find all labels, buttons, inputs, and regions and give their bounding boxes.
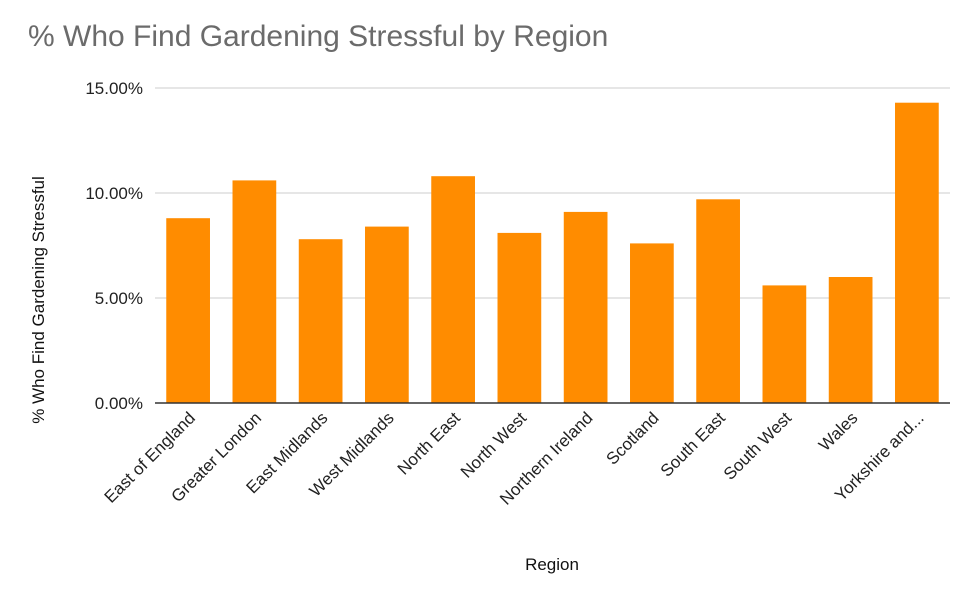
bar: [762, 285, 807, 403]
bar: [298, 239, 343, 403]
bar: [895, 102, 939, 403]
bar: [166, 218, 210, 403]
gridlines: [155, 87, 950, 299]
y-tick-label: 15.00%: [85, 79, 143, 98]
x-tick-label: Wales: [815, 408, 861, 454]
y-tick-label: 10.00%: [85, 184, 143, 203]
x-axis-title: Region: [525, 555, 579, 574]
bar: [630, 243, 674, 403]
bars: [166, 102, 939, 403]
bar: [497, 232, 542, 403]
x-tick-label: North East: [394, 408, 464, 478]
bar: [563, 211, 608, 403]
x-tick-label: South East: [657, 408, 729, 480]
bar: [232, 180, 277, 403]
bar: [431, 176, 475, 403]
x-tick-label: South West: [720, 408, 796, 484]
x-tick-label: Scotland: [602, 408, 662, 468]
y-tick-label: 5.00%: [95, 289, 143, 308]
bar: [365, 226, 409, 403]
chart-title: % Who Find Gardening Stressful by Region: [28, 20, 609, 53]
bar: [828, 277, 873, 403]
y-axis-title: % Who Find Gardening Stressful: [29, 176, 48, 424]
y-tick-label: 0.00%: [95, 394, 143, 413]
bar: [696, 199, 740, 403]
